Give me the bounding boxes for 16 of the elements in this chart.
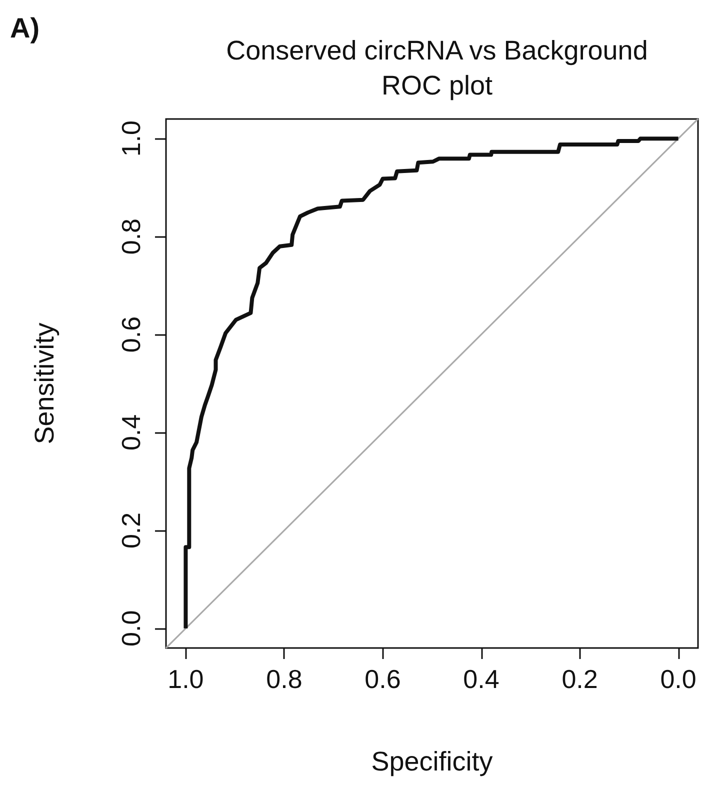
y-axis-title: Sensitivity — [30, 322, 60, 444]
x-axis-title: Specificity — [371, 746, 494, 776]
y-tick-label: 0.2 — [116, 512, 146, 549]
text: A) — [10, 12, 40, 44]
x-tick-label: 0.4 — [463, 664, 500, 694]
x-tick-label: 0.8 — [266, 664, 302, 694]
y-tick-label: 0.8 — [116, 218, 146, 255]
x-tick-label: 0.2 — [562, 664, 598, 694]
x-tick-label: 0.0 — [660, 664, 696, 694]
x-tick-label: 1.0 — [168, 664, 204, 694]
chart-title: Conserved circRNA vs Background ROC plot — [226, 36, 648, 100]
y-tick-label: 0.0 — [116, 610, 146, 646]
y-tick-label: 0.4 — [116, 414, 146, 451]
y-tick-label: 1.0 — [116, 120, 146, 157]
y-tick-label: 0.6 — [116, 316, 146, 353]
x-tick-label: 0.6 — [364, 664, 401, 694]
